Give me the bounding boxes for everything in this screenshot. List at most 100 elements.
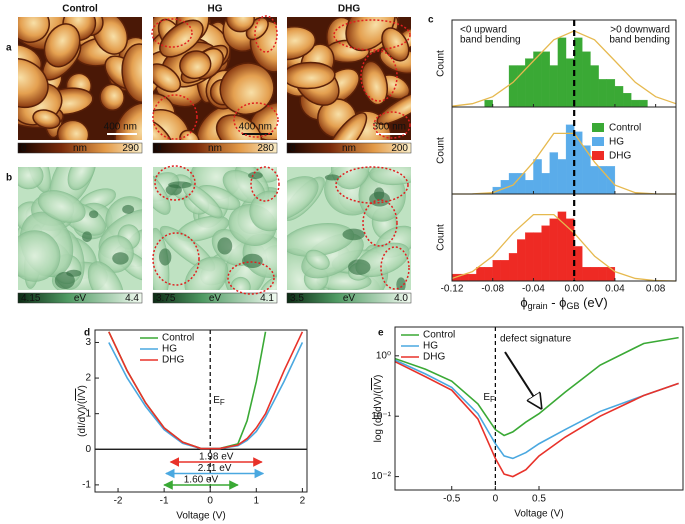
legend-label: Control bbox=[162, 333, 194, 344]
grain bbox=[287, 176, 319, 222]
highlight-circle bbox=[154, 165, 196, 201]
histogram-bar bbox=[565, 124, 575, 195]
highlight-circle bbox=[380, 246, 410, 290]
topography-image bbox=[287, 17, 411, 140]
x-tick-label: 2 bbox=[300, 496, 306, 507]
dark-feature bbox=[348, 259, 371, 275]
gap-label: 1.98 eV bbox=[199, 452, 234, 463]
histogram-bar bbox=[541, 51, 550, 108]
y-axis-label-part: I/V bbox=[373, 378, 384, 391]
x-tick-label: 0 bbox=[493, 494, 499, 505]
histogram-bar bbox=[598, 267, 607, 282]
dark-feature bbox=[324, 174, 340, 181]
annotation: <0 upward bbox=[460, 25, 507, 36]
colorbar-label: 0 bbox=[156, 143, 162, 154]
x-tick-label: 0.5 bbox=[532, 494, 546, 505]
histogram-bar bbox=[582, 145, 591, 195]
dark-feature bbox=[66, 269, 82, 277]
histogram-bar bbox=[492, 260, 502, 282]
x-tick-label: 1 bbox=[254, 496, 260, 507]
colorbar-label: 200 bbox=[391, 143, 408, 154]
y-axis-label-part: I/V bbox=[77, 388, 88, 401]
histogram-bar bbox=[574, 131, 583, 195]
dark-feature bbox=[122, 204, 135, 214]
histogram-bar bbox=[549, 218, 559, 282]
grain bbox=[121, 43, 142, 103]
colorbar bbox=[286, 142, 412, 154]
grain bbox=[330, 167, 370, 190]
x-axis-label: Voltage (V) bbox=[176, 511, 225, 522]
y-axis-label: (dI/dV)/(I/V) bbox=[77, 385, 88, 437]
x-axis-label: Voltage (V) bbox=[514, 509, 563, 520]
colorbar-label: 3.5 bbox=[290, 293, 304, 304]
x-axis-label: ϕgrain - ϕGB (eV) bbox=[520, 295, 607, 311]
grain bbox=[32, 109, 61, 129]
panel-label: b bbox=[6, 173, 12, 184]
colorbar-label: eV bbox=[74, 293, 87, 304]
fermi-label-main: E bbox=[483, 392, 490, 403]
topography-image bbox=[18, 17, 142, 140]
histogram-bar bbox=[582, 51, 591, 108]
legend-swatch bbox=[592, 123, 604, 132]
highlight-circle bbox=[227, 261, 275, 295]
highlight-circle bbox=[333, 19, 411, 51]
highlight-circle bbox=[233, 102, 279, 138]
legend-swatch bbox=[592, 151, 604, 160]
colorbar-label: 3.75 bbox=[156, 293, 176, 304]
x-tick-label: 0.00 bbox=[564, 284, 584, 295]
dark-feature bbox=[112, 252, 129, 265]
data-line bbox=[108, 331, 304, 450]
y-tick-label: 2 bbox=[85, 373, 91, 384]
legend-label: HG bbox=[162, 344, 177, 355]
histogram-bar bbox=[541, 173, 550, 195]
annotation: band bending bbox=[460, 35, 521, 46]
legend-label: DHG bbox=[609, 151, 631, 162]
dark-feature bbox=[396, 277, 406, 290]
histogram-bar bbox=[598, 79, 607, 108]
potential-image bbox=[18, 167, 142, 290]
histogram-bar bbox=[508, 253, 518, 282]
fit-curve bbox=[451, 30, 677, 107]
y-axis-label: Count bbox=[436, 50, 447, 77]
grain bbox=[215, 114, 263, 140]
grain bbox=[18, 230, 61, 282]
colorbar-label: 4.4 bbox=[125, 293, 139, 304]
colorbar-label: 0 bbox=[290, 143, 296, 154]
grain bbox=[179, 50, 212, 80]
histogram-bar bbox=[590, 267, 599, 282]
x-tick-label: -0.12 bbox=[441, 284, 464, 295]
histogram-bar bbox=[606, 79, 616, 108]
grain bbox=[259, 274, 277, 290]
histogram-bar bbox=[500, 260, 510, 282]
grain bbox=[37, 190, 86, 223]
grain bbox=[18, 167, 44, 190]
grain bbox=[179, 129, 200, 140]
colorbar-label: 4.15 bbox=[21, 293, 41, 304]
y-tick-label: 10⁻¹ bbox=[371, 411, 391, 422]
dark-feature bbox=[88, 210, 99, 219]
topography-image bbox=[153, 17, 277, 140]
x-axis-label-part: (eV) bbox=[579, 295, 607, 310]
panel-label: e bbox=[378, 328, 384, 339]
colorbar-label: 280 bbox=[257, 143, 274, 154]
colorbar bbox=[17, 142, 143, 154]
scale-bar-label: 400 nm bbox=[104, 122, 137, 133]
grain bbox=[184, 256, 229, 290]
histogram-bar bbox=[557, 37, 567, 108]
x-tick-label: -0.08 bbox=[481, 284, 504, 295]
column-title: Control bbox=[62, 4, 98, 15]
dark-feature bbox=[242, 253, 263, 269]
histogram-bar bbox=[622, 93, 632, 108]
legend-swatch bbox=[592, 137, 604, 146]
legend-label: HG bbox=[609, 137, 624, 148]
y-tick-label: 0 bbox=[85, 444, 91, 455]
colorbar bbox=[286, 292, 412, 304]
histogram-bar bbox=[525, 180, 534, 195]
highlight-circle bbox=[373, 111, 411, 139]
grain bbox=[18, 58, 49, 109]
histogram-bar bbox=[533, 159, 542, 195]
colorbar-label: eV bbox=[343, 293, 356, 304]
fermi-label-sub: F bbox=[490, 395, 495, 404]
y-axis-label: Count bbox=[436, 137, 447, 164]
histogram-bar bbox=[525, 232, 534, 282]
